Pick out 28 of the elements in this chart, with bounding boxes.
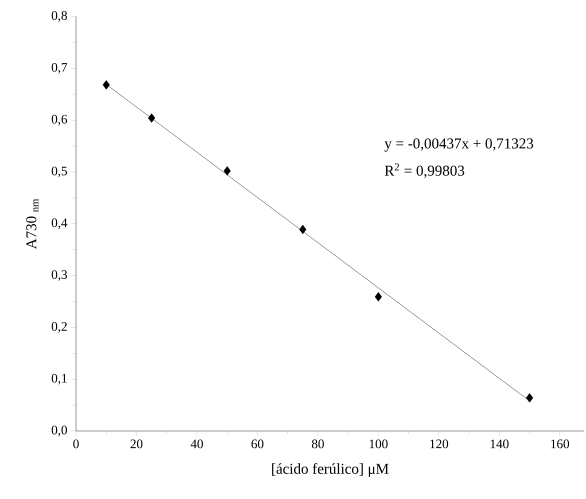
point [224, 166, 231, 176]
x-tick-label: 60 [251, 440, 264, 448]
y-axis-title: A730 $_{nm}$ [26, 198, 38, 250]
x-axis-title: [ácido ferúlico] μM [272, 463, 389, 477]
x-tick-label: 80 [312, 440, 324, 448]
point [526, 393, 534, 403]
y-tick-label: 0,0 [52, 426, 67, 436]
x-tick-label: 20 [130, 440, 142, 448]
x-tick-label: 40 [190, 440, 203, 448]
y-tick-label: 0,6 [52, 114, 68, 126]
point [299, 224, 306, 234]
x-tick-label: 140 [490, 440, 509, 448]
y-tick-label: 0,5 [52, 166, 67, 178]
y-tick-label: 0,3 [52, 270, 67, 281]
point [374, 292, 382, 302]
x-tick-label: 120 [430, 440, 448, 448]
x-tick-label: 100 [370, 440, 388, 448]
y-tick-label: 0,1 [52, 374, 67, 385]
point [148, 113, 156, 123]
annotation: y = -0,00437x + 0,71323 [384, 138, 534, 152]
y-tick-label: 0,7 [52, 62, 68, 74]
x-tick-label: 160 [551, 440, 570, 448]
annotation: R$^{2}$ = 0,99803 [384, 163, 464, 178]
x-tick-label: 0 [73, 440, 79, 448]
y-tick-label: 0,4 [52, 218, 68, 230]
y-tick-label: 0,2 [52, 322, 67, 333]
y-tick-label: 0,8 [52, 11, 67, 22]
point [102, 80, 110, 90]
